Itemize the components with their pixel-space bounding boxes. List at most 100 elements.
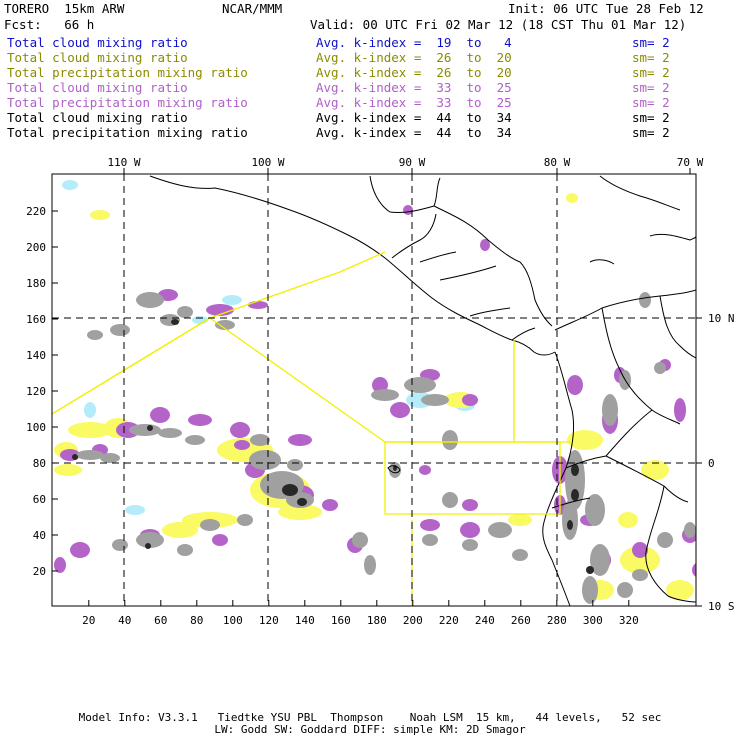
contour-cell [404,377,436,393]
contour-cell [215,320,235,330]
x-tick-label: 280 [547,614,567,627]
model-info-line2: LW: Godd SW: Goddard DIFF: simple KM: 2D… [214,723,526,736]
contour-cell [84,402,96,418]
legend-field: Total precipitation mixing ratio [7,125,248,140]
contour-cell [234,440,250,450]
contour-cell [136,532,164,548]
contour-cell [171,319,179,325]
legend-field: Total cloud mixing ratio [7,50,188,65]
legend-index: Avg. k-index = 33 to 25 [316,95,512,110]
legend-field: Total precipitation mixing ratio [7,65,248,80]
legend-field: Total cloud mixing ratio [7,80,188,95]
lon-label: 110 W [107,156,140,169]
contour-cell [371,389,399,401]
contour-cell [639,292,651,308]
legend-index: Avg. k-index = 44 to 34 [316,110,512,125]
contour-cell [177,306,193,318]
contour-cell [250,434,270,446]
contour-cell [200,519,220,531]
precip-dark-cores [72,319,594,574]
border-panama [511,327,536,341]
contour-cell [571,464,579,476]
contour-cell [237,514,253,526]
contour-cell [460,522,480,538]
contour-cell [68,422,112,438]
contour-cell [248,301,268,309]
contour-cell [585,494,605,526]
y-tick-label: 60 [33,493,46,506]
contour-cell [150,407,170,423]
legend-sm: sm= 2 [632,50,670,65]
x-tick-label: 80 [190,614,203,627]
border-guatemala-honduras [419,251,457,263]
contour-cell [654,362,666,374]
legend-field: Total cloud mixing ratio [7,110,188,125]
init-time: Init: 06 UTC Tue 28 Feb 12 [508,1,704,16]
valid-time: Valid: 00 UTC Fri 02 Mar 12 (18 CST Thu … [310,17,687,32]
legend-index: Avg. k-index = 26 to 20 [316,50,512,65]
lat-label: 10 N [708,312,735,325]
contour-cell [462,499,478,511]
axis-labels: 20 40 60 80 100 120 140 160 180 200 220 240 260 280 30… [26,156,734,627]
y-tick-label: 100 [26,421,46,434]
contour-cell [390,402,410,418]
contour-cell [666,580,694,600]
legend-sm: sm= 2 [632,110,670,125]
x-tick-label: 140 [295,614,315,627]
contour-cell [112,539,128,551]
contour-cell [72,454,78,460]
legend-index: Avg. k-index = 44 to 34 [316,125,512,140]
border-colombia-ecuador [565,455,607,469]
contour-cell [632,569,648,581]
legend-index: Avg. k-index = 33 to 25 [316,80,512,95]
x-tick-label: 260 [511,614,531,627]
contour-cell [684,522,696,538]
contour-cell [129,424,161,436]
contour-cell [364,555,376,575]
contour-cell [419,465,431,475]
legend-sm: sm= 2 [632,65,670,80]
x-tick-label: 160 [331,614,351,627]
contour-cell [62,180,78,190]
contour-cell [322,499,338,511]
contour-cell [566,193,578,203]
contour-cell [87,330,103,340]
coastline [149,175,696,606]
y-tick-label: 180 [26,277,46,290]
contour-cell [480,239,490,251]
contour-cell [442,492,458,508]
x-tick-label: 40 [118,614,131,627]
x-tick-label: 60 [154,614,167,627]
contour-cell [70,542,90,558]
contour-cell [158,428,182,438]
contour-cell [632,542,648,558]
contour-cell [567,520,573,530]
model-name: TORERO 15km ARW [4,1,125,16]
model-info-line1: Model Info: V3.3.1 Tiedtke YSU PBL Thomp… [78,711,662,724]
lon-label: 70 W [677,156,704,169]
x-tick-label: 220 [439,614,459,627]
contour-cell [230,422,250,438]
contour-cell [567,430,603,450]
y-tick-label: 120 [26,385,46,398]
lon-label: 90 W [399,156,426,169]
x-tick-label: 120 [259,614,279,627]
contour-cell [282,484,298,496]
y-tick-label: 80 [33,457,46,470]
border-mexico-guatemala [391,213,437,259]
contour-cell [421,394,449,406]
border-colombia-venezuela [601,307,653,411]
contour-cell [110,324,130,336]
contour-cell [582,576,598,604]
border-nicaragua-costarica [469,307,511,317]
contour-cell [462,394,478,406]
hispaniola [649,233,696,241]
contour-cell [508,514,532,526]
contour-cell [185,435,205,445]
contour-cell [512,549,528,561]
pacific-coast-mexico [149,175,556,356]
contour-cell [54,464,82,476]
contour-cell [571,489,579,501]
sub-domain-outlines [52,251,572,606]
